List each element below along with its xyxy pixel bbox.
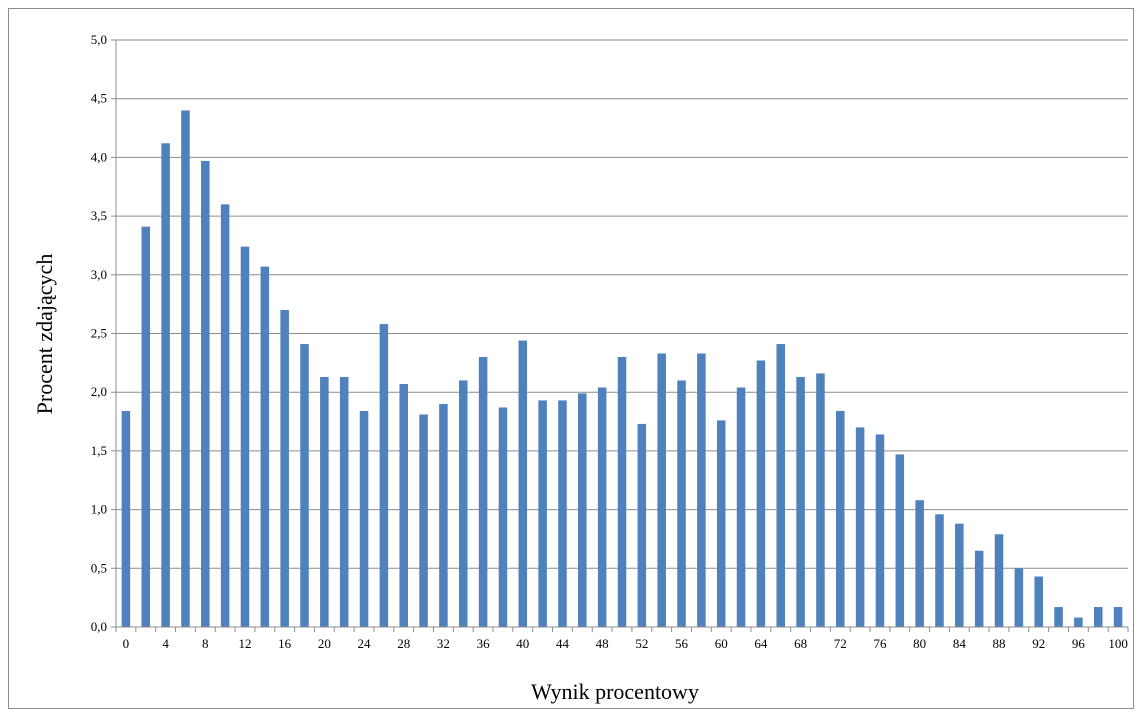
y-tick-label: 3,5 [91, 208, 107, 223]
y-tick-label: 0,5 [91, 560, 107, 575]
bar [141, 226, 151, 627]
y-tick-label: 1,5 [91, 443, 107, 458]
bar [320, 376, 329, 627]
x-tick-label: 36 [477, 636, 491, 651]
bar [597, 387, 607, 627]
y-tick-label: 4,5 [91, 91, 107, 106]
bar [439, 403, 448, 627]
x-tick-label: 24 [358, 636, 372, 651]
bar [697, 353, 706, 627]
x-tick-label: 28 [397, 636, 410, 651]
bar [419, 414, 428, 627]
bar [220, 204, 230, 628]
bar [836, 410, 845, 627]
bar [478, 356, 488, 627]
y-axis-title: Procent zdających [32, 254, 57, 415]
x-tick-label: 16 [278, 636, 292, 651]
x-tick-label: 12 [238, 636, 251, 651]
x-tick-label: 92 [1032, 636, 1045, 651]
bar [458, 380, 468, 627]
x-tick-label: 44 [556, 636, 570, 651]
bar [677, 380, 686, 627]
bar [736, 387, 746, 627]
bar [895, 454, 905, 627]
x-tick-label: 8 [202, 636, 209, 651]
bar [498, 407, 508, 627]
x-tick-label: 80 [913, 636, 926, 651]
x-tick-label: 56 [675, 636, 689, 651]
bar [935, 514, 944, 627]
bar [240, 246, 250, 627]
bar [617, 356, 627, 627]
y-tick-labels: 0,0 0,5 1,0 1,5 2,0 2,5 3,0 3,5 4,0 4,5 5,0 [91, 32, 107, 634]
bar [359, 410, 369, 627]
chart-frame [8, 8, 1134, 709]
y-tick-label: 5,0 [91, 32, 107, 47]
bar [1014, 568, 1024, 627]
bar [955, 523, 964, 627]
x-tick-label: 48 [596, 636, 609, 651]
bar [637, 423, 647, 627]
bar [756, 360, 766, 627]
x-tick-label: 40 [516, 636, 529, 651]
x-tick-label: 64 [754, 636, 768, 651]
y-tick-label: 2,5 [91, 326, 107, 341]
bar [399, 383, 408, 627]
bar [816, 373, 825, 627]
x-tick-label: 68 [794, 636, 807, 651]
y-tick-label: 1,0 [91, 502, 107, 517]
bar [776, 344, 786, 627]
bar [915, 500, 924, 627]
bar [518, 340, 528, 627]
bar [339, 376, 349, 627]
y-tick-label: 3,0 [91, 267, 107, 282]
bar [716, 420, 726, 627]
bar [1093, 607, 1103, 627]
bars [121, 110, 1123, 628]
x-tick-label: 72 [834, 636, 847, 651]
x-tick-label: 4 [162, 636, 169, 651]
y-tick-label: 4,0 [91, 149, 107, 164]
bar [1034, 576, 1043, 627]
bar [121, 410, 131, 627]
x-tick-label: 60 [715, 636, 728, 651]
bar [1074, 617, 1083, 627]
bar [201, 160, 210, 627]
bar [796, 376, 805, 627]
bar [657, 353, 666, 627]
bar [280, 310, 289, 627]
x-tick-label: 0 [123, 636, 130, 651]
x-tick-label: 32 [437, 636, 450, 651]
x-tick-label: 84 [953, 636, 967, 651]
x-tick-label: 76 [873, 636, 887, 651]
bar [974, 550, 984, 627]
bar [855, 427, 865, 627]
x-tick-labels: 0 4 8 12 16 20 24 28 32 36 40 44 48 52 56 60 64 68 72 76 80 8… [123, 636, 1128, 651]
x-tick-label: 96 [1072, 636, 1086, 651]
bar [379, 324, 389, 627]
x-axis-title: Wynik procentowy [531, 679, 699, 704]
bar [260, 266, 270, 627]
y-tick-label: 2,0 [91, 384, 107, 399]
x-tick-label: 52 [635, 636, 648, 651]
axes [111, 39, 1129, 632]
bar [300, 344, 309, 627]
bar [578, 393, 587, 627]
y-tick-label: 0,0 [91, 619, 107, 634]
bar [875, 434, 885, 627]
bar [538, 400, 547, 627]
bar [181, 110, 190, 627]
bar [558, 400, 567, 627]
bar [994, 534, 1004, 627]
bar [161, 143, 170, 627]
bar [1113, 607, 1123, 627]
bar [1054, 607, 1063, 627]
x-tick-label: 100 [1108, 636, 1128, 651]
x-tick-label: 88 [993, 636, 1006, 651]
x-tick-label: 20 [318, 636, 331, 651]
